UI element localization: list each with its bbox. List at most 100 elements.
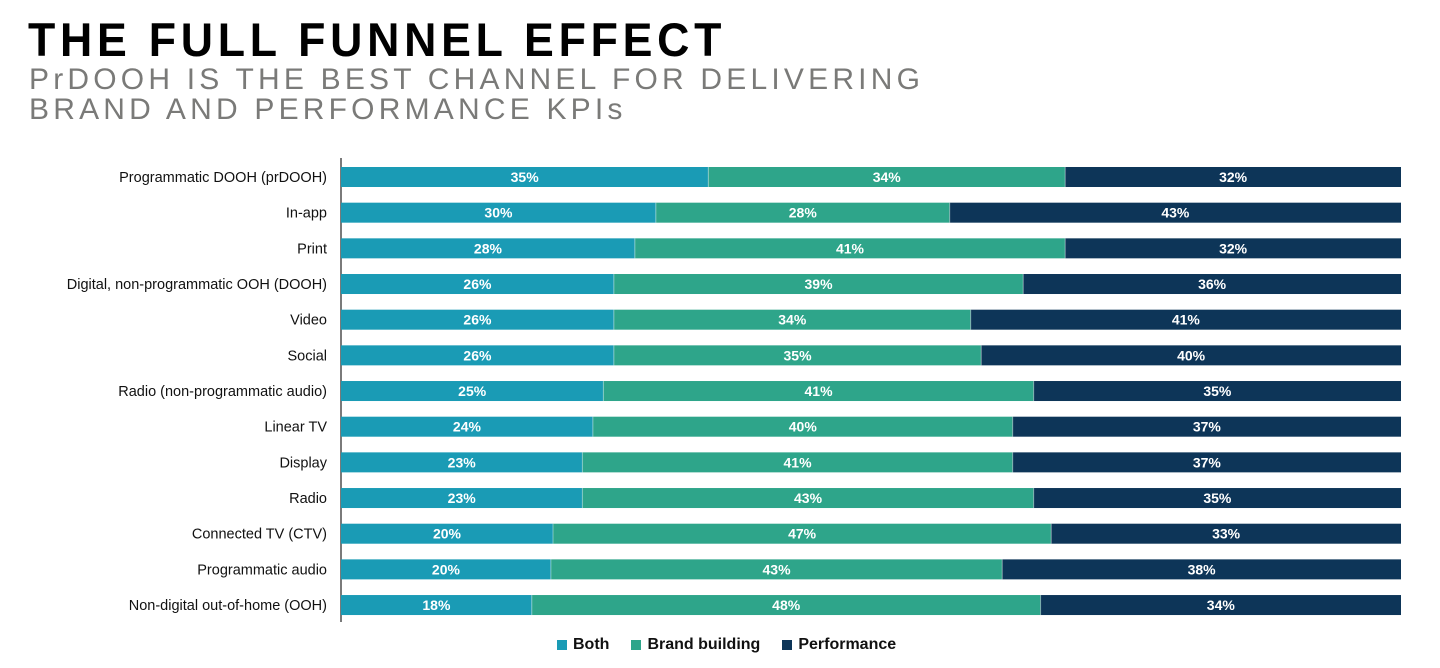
bar-segment-brand-building — [613, 274, 1024, 295]
data-label: 37% — [1193, 419, 1222, 435]
bar-segment-both — [341, 523, 553, 544]
bar-segment-both — [341, 345, 614, 366]
bar-segment-brand-building — [613, 309, 971, 330]
data-label: 43% — [794, 490, 823, 506]
page-title: THE FULL FUNNEL EFFECT — [28, 13, 727, 66]
data-label: 18% — [422, 597, 451, 613]
data-label: 37% — [1193, 454, 1222, 470]
bar-segment-brand-building — [592, 416, 1013, 437]
subtitle-line-1: PrDOOH IS THE BEST CHANNEL FOR DELIVERIN… — [29, 63, 925, 96]
data-label: 41% — [1172, 312, 1201, 328]
category-label: Digital, non-programmatic OOH (DOOH) — [67, 277, 327, 293]
bar-segment-both — [341, 452, 583, 473]
legend-label: Performance — [798, 636, 897, 653]
data-label: 47% — [788, 526, 817, 542]
bar-segment-performance — [1051, 523, 1401, 544]
bar-segment-performance — [970, 309, 1401, 330]
bar-segment-brand-building — [603, 381, 1034, 402]
legend: Both Brand building Performance — [557, 636, 896, 654]
data-label: 36% — [1198, 276, 1227, 292]
data-label: 35% — [511, 169, 540, 185]
bar-segment-performance — [981, 345, 1401, 366]
bar-segment-brand-building — [531, 595, 1041, 616]
category-label: Social — [288, 348, 328, 364]
data-label: 32% — [1219, 169, 1248, 185]
legend-item: Performance — [782, 636, 896, 654]
data-label: 23% — [448, 454, 477, 470]
data-label: 34% — [873, 169, 902, 185]
category-label: Linear TV — [264, 420, 327, 436]
data-label: 40% — [1177, 347, 1206, 363]
bar-segment-both — [341, 416, 593, 437]
data-label: 41% — [784, 454, 813, 470]
data-label: 48% — [772, 597, 801, 613]
data-label: 26% — [463, 347, 492, 363]
bar-segment-both — [341, 274, 614, 295]
bar-segment-brand-building — [582, 452, 1013, 473]
bar-segment-both — [341, 488, 583, 509]
subtitle-line-2: BRAND AND PERFORMANCE KPIs — [29, 93, 627, 126]
data-label: 24% — [453, 419, 482, 435]
category-label: Non-digital out-of-home (OOH) — [129, 598, 327, 614]
data-label: 28% — [789, 205, 818, 221]
bar-segment-both — [341, 238, 635, 259]
bar-segment-brand-building — [655, 202, 950, 223]
legend-label: Both — [573, 636, 610, 653]
bar-segment-performance — [1012, 452, 1401, 473]
bar-segment-performance — [1033, 381, 1401, 402]
data-label: 20% — [432, 561, 461, 577]
legend-swatch — [782, 640, 793, 650]
data-label: 43% — [1161, 205, 1190, 221]
data-label: 34% — [1207, 597, 1236, 613]
bar-segment-both — [341, 167, 709, 187]
category-label: Programmatic DOOH (prDOOH) — [119, 170, 327, 186]
legend-label: Brand building — [647, 636, 761, 653]
category-label: Print — [297, 241, 327, 257]
data-label: 38% — [1188, 561, 1217, 577]
category-label: Radio — [289, 491, 327, 507]
data-label: 28% — [474, 240, 503, 256]
data-label: 20% — [433, 526, 462, 542]
bar-segment-performance — [1023, 274, 1401, 295]
data-label: 25% — [458, 383, 487, 399]
bar-segment-performance — [1002, 559, 1401, 580]
data-label: 33% — [1212, 526, 1241, 542]
category-label: Display — [279, 455, 327, 471]
bar-segment-performance — [1012, 416, 1401, 437]
data-label: 41% — [836, 240, 865, 256]
data-label: 35% — [1203, 383, 1232, 399]
category-label: Programmatic audio — [197, 562, 327, 578]
bar-segment-both — [341, 559, 551, 580]
bar-segment-performance — [1065, 238, 1401, 259]
data-label: 35% — [1203, 490, 1232, 506]
category-label: Connected TV (CTV) — [192, 527, 327, 543]
data-label: 41% — [805, 383, 834, 399]
category-label: Radio (non-programmatic audio) — [118, 384, 327, 400]
legend-swatch — [631, 640, 642, 650]
data-label: 35% — [784, 347, 813, 363]
data-label: 43% — [763, 561, 792, 577]
bar-segment-both — [341, 309, 614, 330]
category-label: In-app — [286, 206, 327, 222]
bar-segment-brand-building — [550, 559, 1003, 580]
bar-segment-both — [341, 381, 604, 402]
bar-segment-brand-building — [708, 167, 1066, 187]
data-label: 39% — [805, 276, 834, 292]
category-label: Video — [290, 313, 327, 329]
bar-segment-brand-building — [553, 523, 1052, 544]
data-label: 30% — [484, 205, 513, 221]
data-label: 26% — [463, 312, 492, 328]
bar-segment-performance — [949, 202, 1401, 223]
legend-item: Both — [557, 636, 609, 654]
bar-segment-brand-building — [582, 488, 1034, 509]
data-label: 34% — [778, 312, 807, 328]
data-label: 40% — [789, 419, 818, 435]
bar-segment-performance — [1033, 488, 1401, 509]
data-label: 23% — [448, 490, 477, 506]
bar-segment-brand-building — [613, 345, 982, 366]
bar-segment-both — [341, 202, 656, 223]
bar-segment-both — [341, 595, 532, 616]
bar-segment-performance — [1065, 167, 1401, 187]
legend-swatch — [557, 640, 567, 650]
